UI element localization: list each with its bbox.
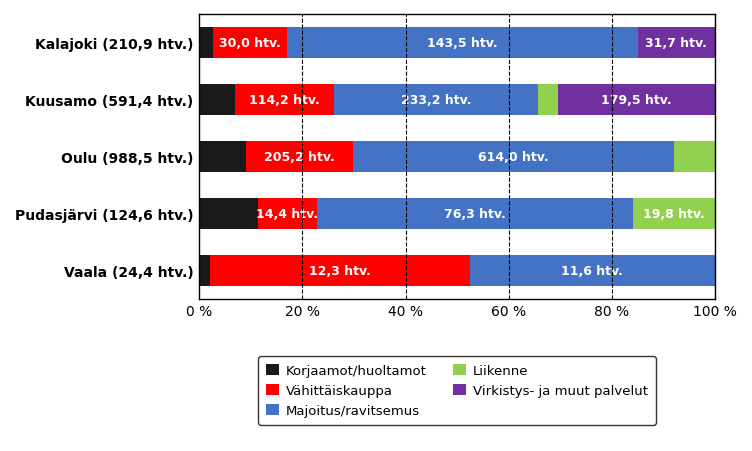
Bar (199, 84, 235, 116)
Text: 12,3 htv.: 12,3 htv. (309, 264, 371, 277)
Bar (538, 84, 559, 116)
Bar (257, 198, 317, 230)
Text: 76,3 htv.: 76,3 htv. (444, 207, 506, 220)
Bar (334, 84, 538, 116)
Bar (317, 198, 633, 230)
Bar (199, 28, 213, 59)
Bar (199, 255, 210, 286)
Bar (247, 141, 353, 173)
Legend: Korjaamot/huoltamot, Vähittäiskauppa, Majoitus/ravitsemus, Liikenne, Virkistys- : Korjaamot/huoltamot, Vähittäiskauppa, Ma… (258, 357, 656, 425)
Text: 233,2 htv.: 233,2 htv. (401, 94, 471, 106)
Bar (213, 28, 287, 59)
Text: 143,5 htv.: 143,5 htv. (426, 37, 497, 50)
Text: 14,4 htv.: 14,4 htv. (256, 207, 318, 220)
Bar (559, 84, 715, 116)
Bar (210, 255, 470, 286)
Bar (235, 84, 334, 116)
Text: 614,0 htv.: 614,0 htv. (478, 151, 549, 163)
Text: 19,8 htv.: 19,8 htv. (643, 207, 705, 220)
Bar (470, 255, 715, 286)
Text: 179,5 htv.: 179,5 htv. (602, 94, 672, 106)
Bar (353, 141, 674, 173)
Bar (633, 198, 715, 230)
Text: 205,2 htv.: 205,2 htv. (265, 151, 335, 163)
Bar (199, 198, 257, 230)
Bar (674, 141, 715, 173)
Text: 114,2 htv.: 114,2 htv. (249, 94, 320, 106)
Text: 31,7 htv.: 31,7 htv. (645, 37, 707, 50)
Text: 11,6 htv.: 11,6 htv. (562, 264, 623, 277)
Bar (287, 28, 638, 59)
Bar (199, 141, 247, 173)
Text: 30,0 htv.: 30,0 htv. (219, 37, 280, 50)
Bar (638, 28, 715, 59)
